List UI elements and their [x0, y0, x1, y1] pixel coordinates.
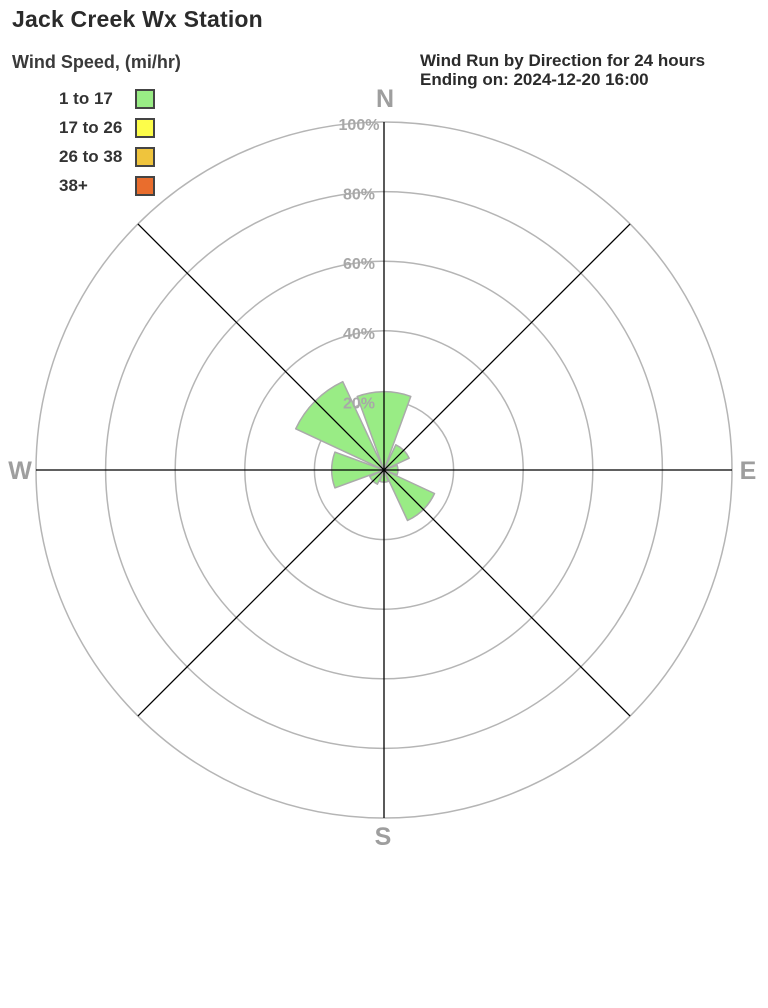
legend-title: Wind Speed, (mi/hr) [12, 52, 181, 72]
compass-label-south: S [375, 823, 392, 851]
legend-item: 26 to 38 [59, 147, 181, 167]
spoke-135deg [137, 223, 631, 717]
ring-tick-label-40: 40% [343, 326, 375, 343]
legend-item-label: 17 to 26 [59, 118, 123, 137]
ring-tick-labels: 20% 40% 60% 80% 100% [339, 117, 380, 412]
legend-item-label: 38+ [59, 176, 88, 195]
wind-speed-legend: Wind Speed, (mi/hr) 1 to 17 17 to 26 26 … [12, 52, 181, 205]
spokes [36, 122, 732, 818]
ring-tick-label-60: 60% [343, 256, 375, 273]
chart-subtitle-line1: Wind Run by Direction for 24 hours [420, 51, 706, 70]
ring-tick-label-80: 80% [343, 187, 375, 204]
legend-rows: 1 to 17 17 to 26 26 to 38 38+ [59, 89, 181, 196]
legend-item: 38+ [59, 176, 181, 196]
legend-item-label: 1 to 17 [59, 89, 113, 108]
legend-swatch-17-to-26 [135, 118, 155, 138]
page-title: Jack Creek Wx Station [12, 6, 263, 32]
ring-tick-label-100: 100% [339, 117, 380, 134]
legend-item: 17 to 26 [59, 118, 181, 138]
chart-subtitle-line2: Ending on: 2024-12-20 16:00 [420, 70, 649, 89]
legend-swatch-38-plus [135, 176, 155, 196]
compass-label-west: W [8, 457, 32, 485]
legend-item-label: 26 to 38 [59, 147, 123, 166]
chart-subtitle: Wind Run by Direction for 24 hours Endin… [420, 51, 705, 89]
compass-label-east: E [740, 457, 757, 485]
compass-label-north: N [376, 85, 394, 113]
legend-swatch-1-to-17 [135, 89, 155, 109]
ring-tick-label-20: 20% [343, 395, 375, 412]
legend-swatch-26-to-38 [135, 147, 155, 167]
legend-item: 1 to 17 [59, 89, 181, 109]
compass-labels: N E S W [8, 85, 756, 851]
